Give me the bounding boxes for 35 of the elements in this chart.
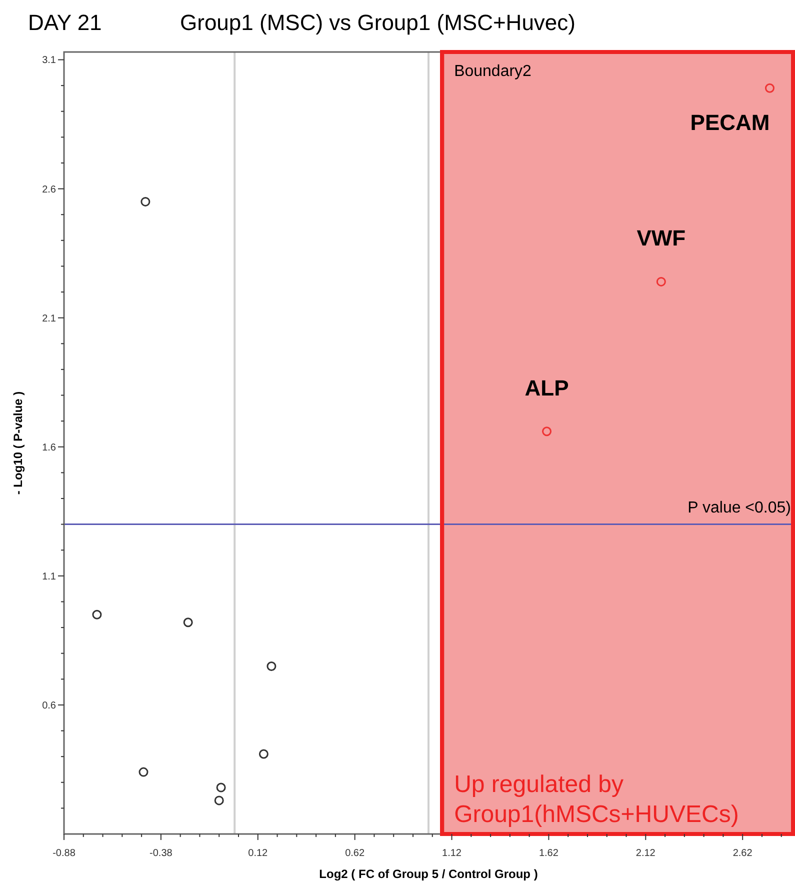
point bbox=[764, 83, 774, 93]
point bbox=[138, 767, 148, 777]
annotation: Up regulated by Group1(hMSCs+HUVECs) bbox=[454, 771, 739, 828]
point bbox=[266, 661, 276, 671]
annotation: ALP bbox=[524, 375, 569, 400]
point bbox=[542, 426, 552, 436]
point bbox=[214, 796, 224, 806]
y-tick-label: 1.6 bbox=[42, 442, 56, 454]
x-axis-title: Log2 ( FC of Group 5 / Control Group ) bbox=[319, 867, 538, 881]
x-tick-label: 1.62 bbox=[538, 848, 559, 859]
point bbox=[92, 610, 102, 620]
band-label: Boundary2 bbox=[454, 63, 532, 80]
annotation: VWF bbox=[636, 226, 686, 251]
chart-title: DAY 21 bbox=[28, 10, 102, 35]
ref-line-label: P value <0.05) bbox=[688, 499, 791, 516]
y-tick-label: 1.1 bbox=[42, 571, 56, 582]
x-tick-label: 1.12 bbox=[442, 848, 462, 859]
chart-subtitle: Group1 (MSC) vs Group1 (MSC+Huvec) bbox=[180, 10, 576, 35]
annotation: PECAM bbox=[690, 110, 770, 136]
x-tick-label: 0.12 bbox=[248, 848, 268, 859]
x-tick-label: 2.12 bbox=[636, 848, 656, 859]
point bbox=[216, 782, 226, 792]
y-tick-label: 3.1 bbox=[42, 55, 56, 66]
x-tick-label: 2.62 bbox=[732, 848, 753, 859]
y-tick-label: 2.1 bbox=[42, 313, 56, 324]
point bbox=[183, 618, 193, 628]
y-tick-label: 0.6 bbox=[42, 700, 56, 712]
x-tick-label: -0.88 bbox=[52, 848, 76, 859]
point bbox=[258, 749, 268, 759]
point bbox=[656, 276, 666, 286]
point bbox=[140, 196, 150, 206]
x-tick-label: -0.38 bbox=[150, 848, 173, 859]
y-tick-label: 2.6 bbox=[42, 184, 56, 196]
x-tick-label: 0.62 bbox=[345, 848, 365, 859]
y-axis-title: - Log10 ( P-value ) bbox=[11, 391, 25, 495]
